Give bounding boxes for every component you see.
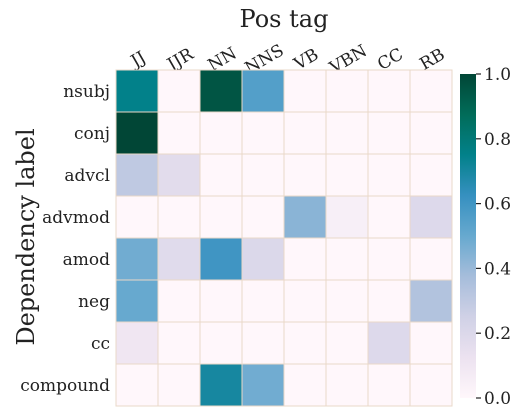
colorbar-tick-label: 0.4 xyxy=(484,259,511,279)
heatmap-cell xyxy=(241,69,285,113)
heatmap-cell xyxy=(283,111,327,155)
heatmap-cell xyxy=(157,69,201,113)
heatmap-cell xyxy=(199,363,243,407)
heatmap-cell xyxy=(409,363,453,407)
heatmap-cell xyxy=(199,237,243,281)
y-axis-label: Dependency label xyxy=(12,128,40,345)
heatmap-cell xyxy=(367,69,411,113)
colorbar-tick-label: 0.2 xyxy=(484,324,511,344)
heatmap-cell xyxy=(199,69,243,113)
heatmap-cell xyxy=(325,237,369,281)
y-tick-label: nsubj xyxy=(63,82,110,102)
heatmap-cell xyxy=(325,69,369,113)
heatmap-cell xyxy=(367,321,411,365)
heatmap-cell xyxy=(367,237,411,281)
heatmap-cell xyxy=(409,153,453,197)
heatmap-cell xyxy=(157,111,201,155)
colorbar-tick-label: 1.0 xyxy=(484,65,511,85)
y-tick-label: cc xyxy=(91,334,110,354)
heatmap-cell xyxy=(199,153,243,197)
heatmap-cell xyxy=(115,69,159,113)
colorbar: 0.0 0.2 0.4 0.6 0.8 1.0 xyxy=(460,65,511,408)
heatmap-cell xyxy=(115,279,159,323)
heatmap-cell xyxy=(367,363,411,407)
heatmap-cell xyxy=(115,237,159,281)
x-tick-label: JJ xyxy=(126,48,150,73)
heatmap-cell xyxy=(157,195,201,239)
heatmap-cell xyxy=(115,363,159,407)
heatmap-cell xyxy=(241,111,285,155)
heatmap-cell xyxy=(283,237,327,281)
heatmap-cell xyxy=(283,69,327,113)
y-tick-label: conj xyxy=(74,124,110,144)
heatmap-cell xyxy=(283,153,327,197)
y-tick-label: advmod xyxy=(42,208,110,228)
y-tick-label: amod xyxy=(63,250,110,270)
y-tick-labels: nsubj conj advcl advmod amod neg cc compound xyxy=(20,82,110,396)
y-tick-label: compound xyxy=(20,376,110,396)
heatmap-cell xyxy=(199,195,243,239)
heatmap-cell xyxy=(409,69,453,113)
heatmap-cell xyxy=(283,195,327,239)
heatmap-cell xyxy=(367,111,411,155)
heatmap-cell xyxy=(367,153,411,197)
heatmap-cells xyxy=(115,69,453,407)
heatmap-cell xyxy=(325,111,369,155)
heatmap-cell xyxy=(325,153,369,197)
colorbar-ticks: 0.0 0.2 0.4 0.6 0.8 1.0 xyxy=(476,65,511,408)
heatmap-cell xyxy=(325,195,369,239)
heatmap-cell xyxy=(409,279,453,323)
heatmap-cell xyxy=(115,321,159,365)
heatmap-cell xyxy=(241,363,285,407)
heatmap-cell xyxy=(157,279,201,323)
heatmap-cell xyxy=(199,279,243,323)
heatmap-cell xyxy=(199,321,243,365)
heatmap-cell xyxy=(115,111,159,155)
y-tick-label: advcl xyxy=(64,166,110,186)
colorbar-gradient xyxy=(460,74,476,398)
heatmap-cell xyxy=(409,195,453,239)
heatmap-cell xyxy=(409,237,453,281)
heatmap-cell xyxy=(325,279,369,323)
heatmap-cell xyxy=(157,321,201,365)
heatmap-cell xyxy=(115,153,159,197)
heatmap-cell xyxy=(409,111,453,155)
heatmap-cell xyxy=(409,321,453,365)
heatmap-cell xyxy=(241,237,285,281)
colorbar-tick-label: 0.6 xyxy=(484,195,511,215)
heatmap-cell xyxy=(157,237,201,281)
heatmap-cell xyxy=(367,195,411,239)
heatmap-cell xyxy=(325,363,369,407)
heatmap-cell xyxy=(283,363,327,407)
heatmap-cell xyxy=(367,279,411,323)
heatmap-cell xyxy=(283,279,327,323)
heatmap-cell xyxy=(199,111,243,155)
y-tick-label: neg xyxy=(78,292,110,312)
heatmap-cell xyxy=(241,321,285,365)
heatmap-cell xyxy=(241,153,285,197)
heatmap-cell xyxy=(241,195,285,239)
heatmap-cell xyxy=(283,321,327,365)
x-axis-label: Pos tag xyxy=(240,5,329,33)
heatmap-cell xyxy=(325,321,369,365)
heatmap-cell xyxy=(157,153,201,197)
colorbar-tick-label: 0.0 xyxy=(484,389,511,408)
heatmap-cell xyxy=(241,279,285,323)
colorbar-tick-label: 0.8 xyxy=(484,130,511,150)
heatmap-cell xyxy=(115,195,159,239)
heatmap-cell xyxy=(157,363,201,407)
